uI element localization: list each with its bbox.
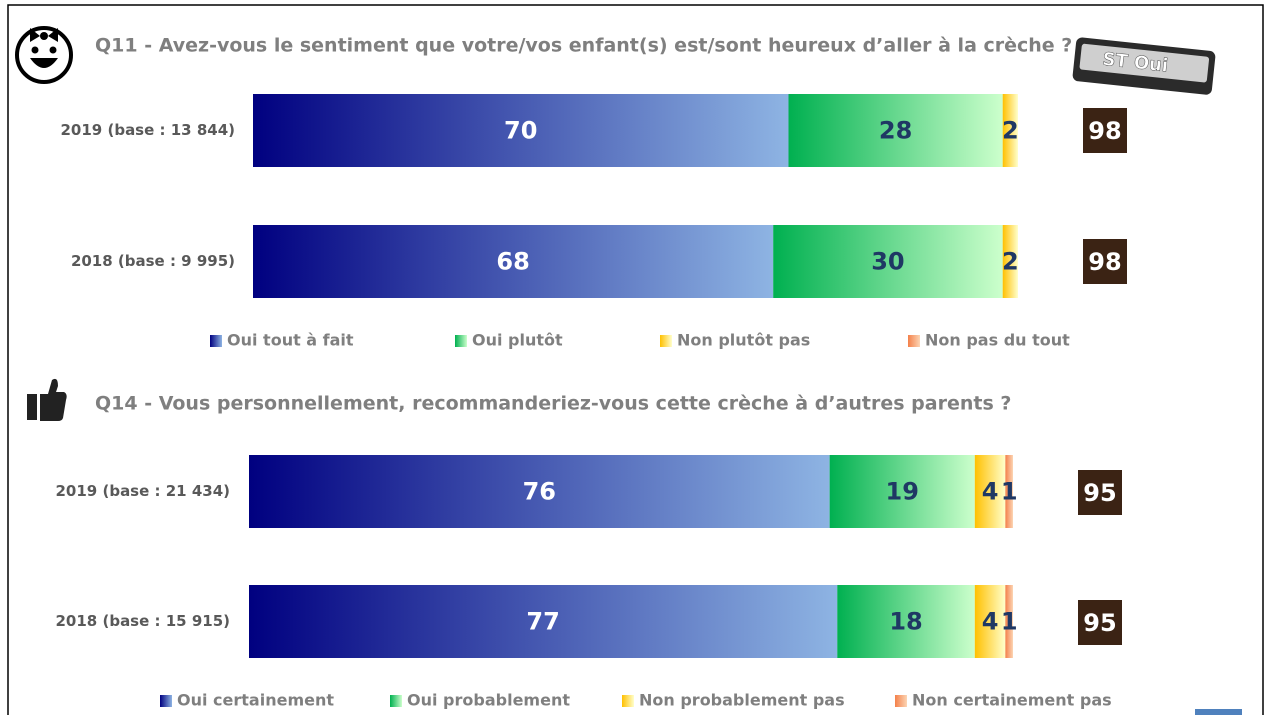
bar-segment [1002, 94, 1018, 167]
bar-segment [253, 94, 789, 167]
category-label: 2019 (base : 13 844) [61, 121, 236, 139]
bar-segment [1005, 585, 1013, 658]
thumb-icon [27, 378, 67, 421]
value-label: 1 [1001, 608, 1018, 636]
value-label: 2 [1002, 248, 1019, 276]
legend-label: Non probablement pas [639, 691, 845, 710]
legend-swatch [895, 695, 907, 707]
legend-swatch [660, 335, 672, 347]
chart-title: Q14 - Vous personnellement, recommanderi… [95, 393, 1011, 415]
corner-mark [1195, 709, 1242, 715]
bar-segment [253, 225, 774, 298]
legend-label: Oui plutôt [472, 331, 563, 350]
value-label: 18 [889, 608, 922, 636]
legend-swatch [390, 695, 402, 707]
legend-label: Oui certainement [177, 691, 334, 710]
value-label: 77 [526, 608, 559, 636]
bar-segment [974, 455, 1006, 528]
total-value: 98 [1088, 248, 1121, 276]
legend-label: Non plutôt pas [677, 331, 810, 350]
value-label: 4 [982, 478, 999, 506]
value-label: 2 [1002, 117, 1019, 145]
legend-swatch [622, 695, 634, 707]
bar-segment [1005, 455, 1013, 528]
legend-label: Non certainement pas [912, 691, 1112, 710]
total-box [1078, 470, 1122, 515]
total-badge: ST Oui [1072, 37, 1216, 95]
total-value: 98 [1088, 117, 1121, 145]
legend-label: Non pas du tout [925, 331, 1070, 350]
baby-icon [15, 26, 73, 84]
bar-segment [974, 585, 1006, 658]
value-label: 30 [871, 248, 904, 276]
total-box [1083, 239, 1127, 284]
total-box [1083, 108, 1127, 153]
bar-segment [249, 455, 830, 528]
value-label: 19 [886, 478, 919, 506]
value-label: 1 [1001, 478, 1018, 506]
legend-swatch [210, 335, 222, 347]
bar-segment [773, 225, 1003, 298]
legend-label: Oui probablement [407, 691, 570, 710]
chart-title: Q11 - Avez-vous le sentiment que votre/v… [95, 35, 1072, 57]
frame [7, 4, 1264, 715]
category-label: 2018 (base : 15 915) [56, 612, 231, 630]
value-label: 76 [523, 478, 556, 506]
total-value: 95 [1083, 609, 1116, 637]
bar-segment [1002, 225, 1018, 298]
value-label: 4 [982, 608, 999, 636]
value-label: 28 [879, 117, 912, 145]
legend-label: Oui tout à fait [227, 331, 354, 350]
category-label: 2019 (base : 21 434) [56, 482, 231, 500]
bar-segment [829, 455, 975, 528]
bar-segment [837, 585, 975, 658]
category-label: 2018 (base : 9 995) [71, 252, 235, 270]
total-box [1078, 600, 1122, 645]
value-label: 70 [504, 117, 537, 145]
total-value: 95 [1083, 479, 1116, 507]
legend-swatch [160, 695, 172, 707]
legend-swatch [455, 335, 467, 347]
bar-segment [249, 585, 838, 658]
bar-segment [788, 94, 1003, 167]
value-label: 68 [496, 248, 529, 276]
legend-swatch [908, 335, 920, 347]
